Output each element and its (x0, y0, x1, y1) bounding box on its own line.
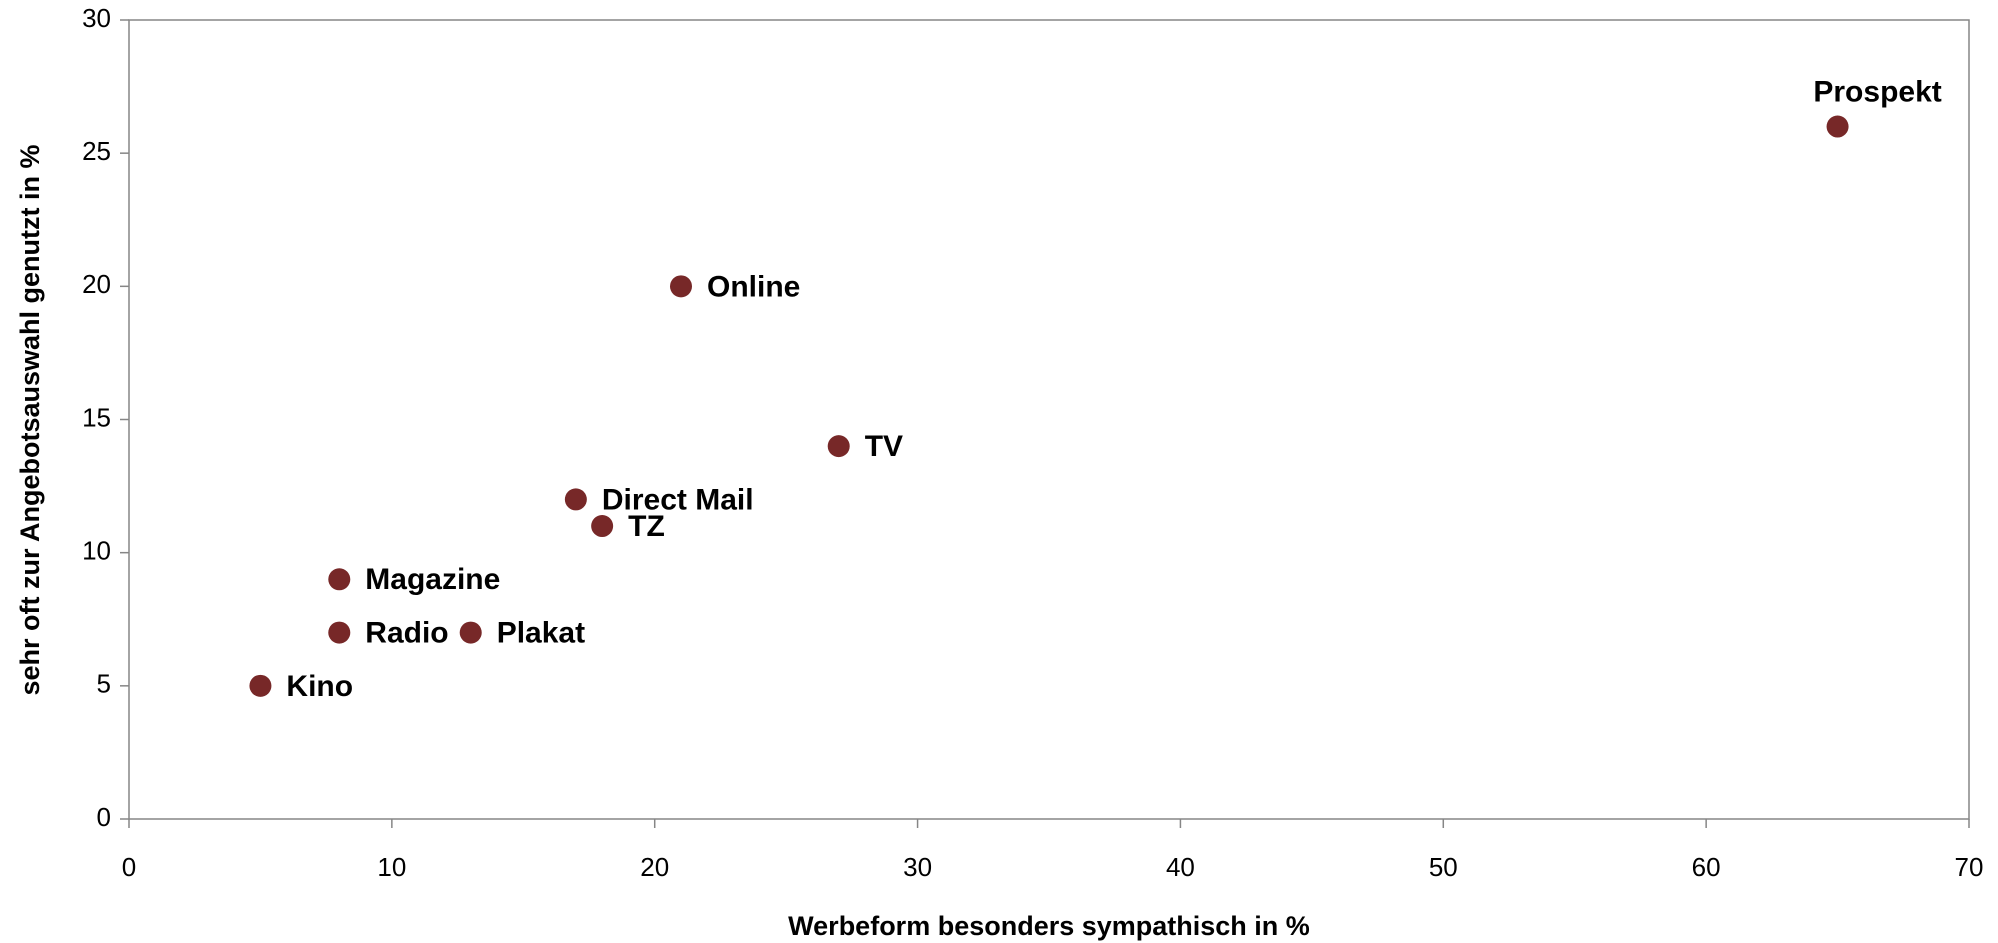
point-label: Plakat (497, 616, 585, 649)
point-label: Kino (286, 670, 353, 703)
point (670, 275, 692, 298)
point (827, 435, 850, 458)
y-tick-label: 25 (82, 136, 111, 166)
y-tick-label: 20 (82, 269, 111, 299)
point (564, 488, 587, 511)
x-tick-label: 50 (1429, 852, 1458, 882)
y-tick-label: 30 (82, 3, 111, 33)
y-tick-label: 5 (97, 669, 111, 699)
point (459, 621, 482, 644)
point-label: TV (865, 430, 903, 463)
x-tick-label: 70 (1955, 852, 1984, 882)
plot-frame (128, 19, 1970, 820)
point (249, 674, 272, 697)
x-axis-title: Werbeform besonders sympathisch in % (788, 911, 1310, 941)
point-label: Online (707, 270, 800, 303)
x-tick-label: 60 (1692, 852, 1721, 882)
point (1826, 115, 1849, 138)
y-tick-label: 15 (82, 402, 111, 432)
y-axis-title: sehr oft zur Angebotsauswahl genutzt in … (15, 144, 45, 695)
point (328, 621, 351, 644)
x-tick-label: 10 (377, 852, 406, 882)
x-tick-label: 0 (122, 852, 136, 882)
x-tick-label: 20 (640, 852, 669, 882)
y-tick-label: 10 (82, 536, 111, 566)
point-label: Direct Mail (602, 483, 754, 516)
point-label: Magazine (365, 563, 500, 596)
x-tick-label: 40 (1166, 852, 1195, 882)
point (591, 515, 614, 538)
x-tick-label: 30 (903, 852, 932, 882)
point-label: Radio (365, 616, 448, 649)
point-label: TZ (628, 510, 665, 543)
point (328, 568, 351, 591)
y-tick-label: 0 (97, 802, 111, 832)
point-label: Prospekt (1813, 75, 1941, 108)
